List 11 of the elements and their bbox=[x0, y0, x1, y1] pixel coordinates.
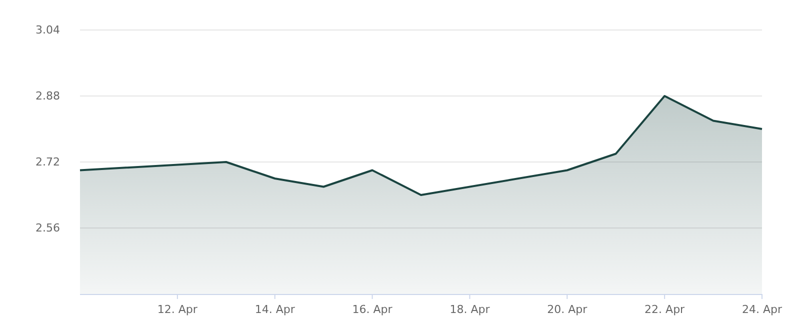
x-tick-label: 22. Apr bbox=[644, 302, 686, 316]
y-tick-label: 2.72 bbox=[36, 156, 60, 169]
x-tick-label: 24. Apr bbox=[742, 302, 782, 316]
x-tick-label: 14. Apr bbox=[254, 302, 296, 316]
y-tick-label: 2.88 bbox=[36, 90, 60, 103]
x-tick-label: 20. Apr bbox=[547, 302, 588, 316]
y-tick-label: 3.04 bbox=[36, 24, 60, 37]
x-tick-label: 16. Apr bbox=[352, 302, 393, 316]
x-tick-label: 12. Apr bbox=[157, 302, 198, 316]
y-tick-label: 2.56 bbox=[36, 222, 60, 235]
x-tick-label: 18. Apr bbox=[450, 302, 490, 316]
